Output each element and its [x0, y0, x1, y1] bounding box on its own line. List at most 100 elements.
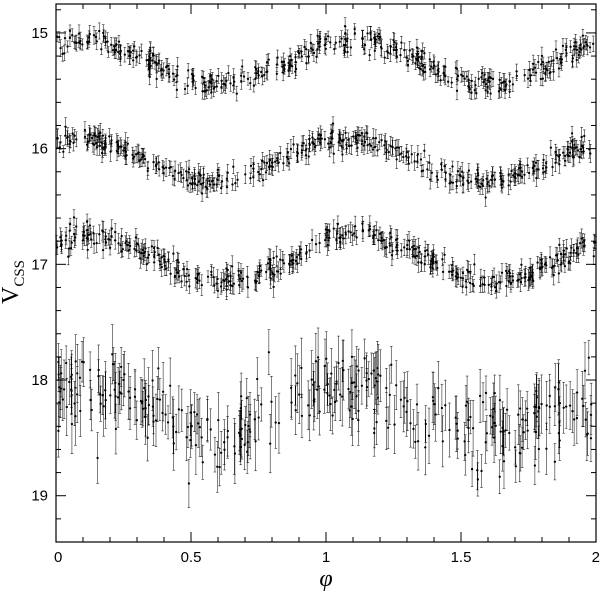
data-point	[519, 161, 522, 175]
data-point	[206, 395, 209, 443]
data-point	[183, 83, 187, 95]
data-point	[338, 130, 341, 146]
data-point	[467, 163, 471, 178]
data-point	[575, 52, 579, 68]
data-point	[185, 261, 189, 277]
data-point	[497, 271, 501, 293]
data-point	[550, 56, 553, 67]
data-point	[126, 137, 130, 151]
data-point	[304, 41, 308, 57]
data-point	[255, 357, 259, 401]
data-point	[325, 227, 329, 248]
data-point	[344, 26, 347, 41]
data-point	[169, 161, 173, 173]
x-axis-label: φ	[319, 566, 332, 592]
data-point	[116, 44, 120, 60]
y-axis-label: VCSS	[0, 260, 28, 304]
data-point	[487, 72, 490, 83]
data-point	[296, 45, 300, 57]
data-point	[568, 137, 572, 157]
data-point	[530, 269, 534, 283]
data-point	[538, 258, 542, 280]
data-point	[554, 40, 558, 59]
data-point	[480, 68, 483, 86]
data-point	[568, 381, 572, 430]
data-point	[527, 269, 530, 291]
data-point	[143, 151, 147, 167]
data-point	[73, 381, 76, 426]
data-point	[360, 135, 364, 153]
data-point	[86, 135, 90, 148]
data-point	[395, 149, 398, 169]
data-point	[122, 353, 125, 407]
data-point	[108, 377, 112, 414]
data-point	[589, 144, 592, 163]
data-point	[275, 152, 279, 164]
data-point	[475, 87, 478, 99]
data-point	[278, 146, 282, 160]
data-point	[500, 77, 503, 90]
data-point	[281, 64, 285, 82]
data-point	[567, 256, 571, 270]
data-point	[189, 422, 192, 458]
data-point	[248, 411, 252, 448]
data-point	[380, 133, 383, 147]
data-point	[161, 362, 165, 422]
data-point	[388, 233, 392, 253]
data-point	[572, 393, 576, 446]
data-point	[327, 229, 331, 247]
data-point	[484, 78, 488, 91]
data-point	[165, 261, 168, 276]
data-point	[289, 254, 292, 268]
data-point	[329, 348, 333, 400]
data-point	[344, 224, 348, 245]
data-point	[290, 385, 293, 420]
data-point	[230, 255, 234, 278]
data-point	[376, 144, 379, 157]
data-point	[59, 39, 62, 57]
data-point	[558, 53, 562, 65]
data-point	[455, 60, 459, 78]
data-point	[86, 241, 89, 259]
data-point	[565, 45, 568, 62]
data-point	[582, 129, 586, 143]
data-point	[467, 402, 470, 454]
data-point	[384, 239, 388, 256]
data-point	[547, 56, 551, 68]
data-point	[162, 248, 165, 264]
data-point	[219, 431, 223, 475]
data-point	[377, 134, 381, 150]
data-point	[227, 273, 230, 290]
data-point	[520, 427, 524, 468]
y-tick-label: 18	[31, 372, 48, 389]
data-point	[210, 175, 214, 188]
data-point	[533, 157, 536, 175]
data-point	[349, 39, 353, 56]
data-point	[113, 231, 117, 250]
data-point	[119, 237, 122, 253]
data-point	[210, 264, 213, 286]
data-point	[148, 58, 151, 76]
data-point	[223, 272, 226, 289]
data-point	[147, 247, 151, 263]
data-point	[363, 35, 367, 54]
data-point	[329, 123, 333, 143]
data-point	[558, 237, 561, 252]
data-point	[57, 377, 61, 428]
data-point	[456, 418, 460, 459]
data-point	[350, 365, 354, 400]
data-point	[427, 154, 431, 171]
data-point	[268, 150, 272, 170]
data-point	[357, 348, 360, 393]
data-point	[82, 337, 86, 387]
data-point	[441, 415, 445, 468]
x-tick-label: 2	[592, 549, 600, 566]
data-point	[317, 359, 321, 414]
data-point	[439, 75, 443, 86]
data-point	[455, 395, 458, 452]
data-point	[345, 137, 348, 153]
data-point	[65, 378, 69, 436]
data-point	[539, 72, 543, 86]
data-point	[476, 167, 480, 184]
data-point	[90, 132, 94, 144]
